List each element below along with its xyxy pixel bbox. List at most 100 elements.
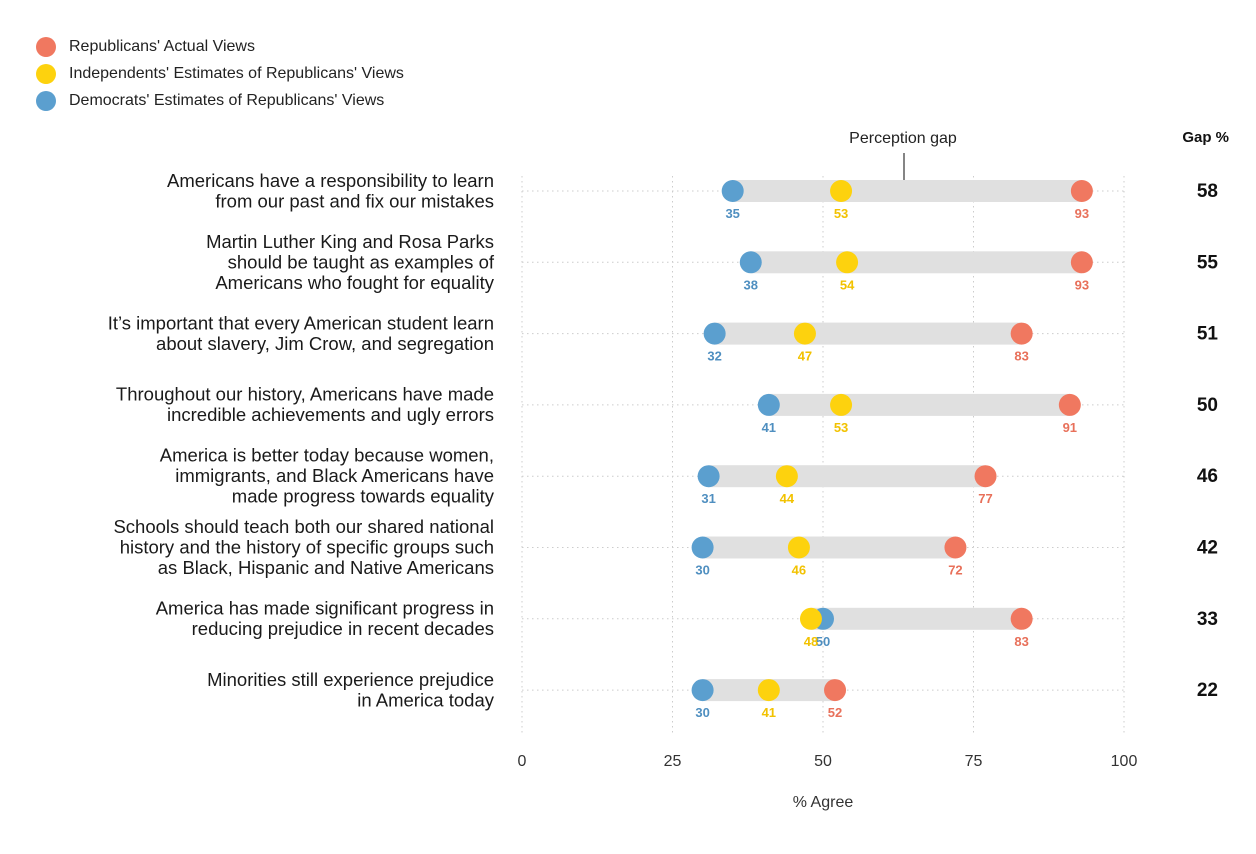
x-tick-label: 0 [518,753,527,770]
legend-swatch [36,90,56,111]
gap-header: Gap % [1182,129,1229,146]
ind-value-label: 47 [798,349,812,364]
row-label-line: Americans have a responsibility to learn [167,170,494,191]
dem-value-label: 30 [695,705,709,720]
rep-value-label: 83 [1014,349,1028,364]
row-label-line: Throughout our history, Americans have m… [116,384,494,405]
ind-dot [775,465,798,488]
perception-gap-annotation: Perception gap [849,130,957,147]
row-label-line: history and the history of specific grou… [120,537,494,558]
rep-dot [944,536,967,559]
rep-value-label: 52 [828,705,842,720]
legend-label: Democrats' Estimates of Republicans' Vie… [69,91,385,109]
x-tick-label: 100 [1111,753,1138,770]
row-label-line: It’s important that every American stude… [108,312,494,333]
range-bar [732,180,1082,202]
ind-value-label: 53 [834,206,848,221]
ind-dot [836,251,859,274]
row-label-line: Schools should teach both our shared nat… [113,516,494,537]
legend-item: Republicans' Actual Views [36,33,404,60]
ind-dot [799,607,822,630]
ind-dot [830,180,853,202]
range-bar [702,536,956,559]
legend-label: Republicans' Actual Views [69,37,255,55]
row-label-line: reducing prejudice in recent decades [192,618,494,639]
gap-value: 51 [1197,324,1219,345]
rep-value-label: 93 [1075,206,1089,221]
gap-value: 50 [1197,395,1218,416]
dem-value-label: 50 [816,634,830,649]
x-tick-label: 75 [965,753,983,770]
dem-dot [691,679,714,702]
rep-value-label: 83 [1014,634,1028,649]
gap-value: 46 [1197,466,1218,487]
gap-value: 33 [1197,609,1218,630]
row-label-line: as Black, Hispanic and Native Americans [158,557,494,578]
legend-swatch [36,63,56,84]
gap-value: 55 [1197,252,1219,273]
rep-dot [824,679,847,702]
dem-value-label: 32 [707,349,721,364]
row-label-line: incredible achievements and ugly errors [167,404,494,425]
range-bar [768,393,1070,416]
range-bar [750,251,1082,274]
legend-label: Independents' Estimates of Republicans' … [69,64,404,82]
dem-dot [697,465,720,488]
gap-value: 58 [1197,181,1218,202]
rep-value-label: 72 [948,563,962,578]
range-bar [714,322,1022,345]
x-tick-label: 25 [664,753,682,770]
dem-dot [703,322,726,345]
legend-item: Independents' Estimates of Republicans' … [36,60,404,87]
rep-value-label: 93 [1075,277,1089,292]
dem-dot [691,536,714,559]
ind-value-label: 48 [804,634,818,649]
row-label-line: Minorities still experience prejudice [207,669,494,690]
row-label-line: America has made significant progress in [156,598,494,619]
row-label-line: immigrants, and Black Americans have [175,465,494,486]
row-label-line: made progress towards equality [232,486,495,507]
gap-value: 22 [1197,680,1218,701]
ind-value-label: 46 [792,563,806,578]
dem-value-label: 31 [701,491,715,506]
row-label-line: about slavery, Jim Crow, and segregation [156,333,494,354]
dem-value-label: 38 [744,277,758,292]
row-label-line: from our past and fix our mistakes [215,190,494,211]
ind-dot [787,536,810,559]
rep-dot [1010,322,1033,345]
ind-value-label: 44 [780,491,795,506]
dem-value-label: 41 [762,420,776,435]
ind-value-label: 53 [834,420,848,435]
rep-value-label: 77 [978,491,992,506]
x-tick-label: 50 [814,753,832,770]
ind-dot [757,679,780,702]
rep-value-label: 91 [1063,420,1077,435]
range-bar [810,607,1022,630]
rep-dot [974,465,997,488]
ind-dot [793,322,816,345]
ind-value-label: 41 [762,705,776,720]
rep-dot [1010,607,1033,630]
rep-dot [1070,180,1093,202]
legend: Republicans' Actual Views Independents' E… [36,33,404,114]
legend-swatch [36,36,56,57]
row-label-line: Americans who fought for equality [215,272,494,293]
legend-item: Democrats' Estimates of Republicans' Vie… [36,87,404,114]
row-label-line: America is better today because women, [160,445,494,466]
dem-value-label: 35 [725,206,739,221]
gap-value: 42 [1197,538,1218,559]
dem-dot [739,251,762,274]
row-label-line: in America today [357,689,495,710]
dem-value-label: 30 [695,563,709,578]
rep-dot [1058,393,1081,416]
ind-value-label: 54 [840,277,855,292]
x-axis-title: % Agree [793,794,854,811]
ind-dot [830,393,853,416]
row-label-line: should be taught as examples of [228,251,495,272]
range-bar [708,465,986,488]
row-label-line: Martin Luther King and Rosa Parks [206,231,494,252]
dem-dot [757,393,780,416]
dem-dot [721,180,744,202]
rep-dot [1070,251,1093,274]
